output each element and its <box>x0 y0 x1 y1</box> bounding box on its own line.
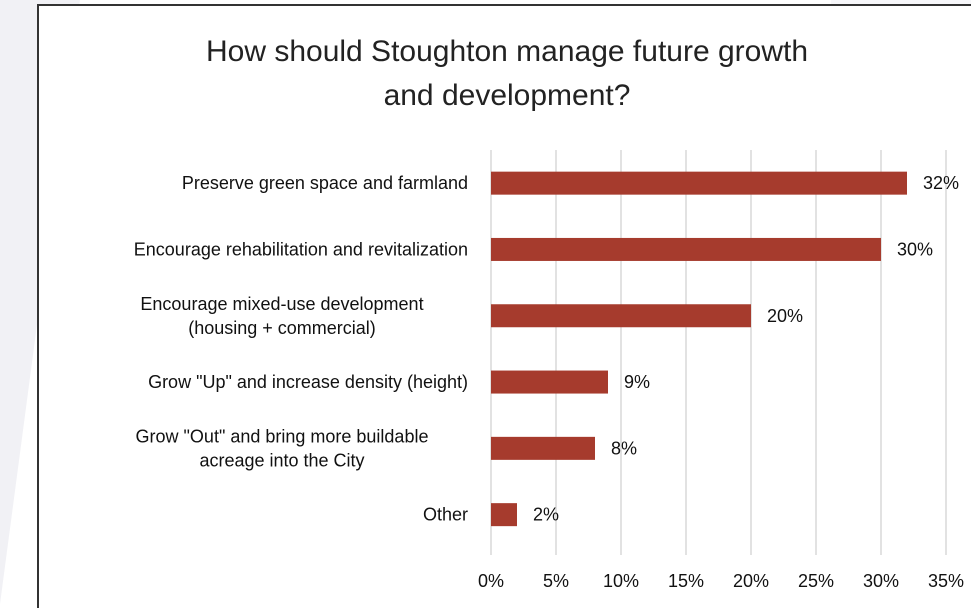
category-label: acreage into the City <box>199 450 364 470</box>
category-label: Encourage rehabilitation and revitalizat… <box>134 239 468 259</box>
category-label: Other <box>423 505 468 525</box>
category-label: (housing + commercial) <box>188 318 376 338</box>
data-label: 32% <box>923 173 959 193</box>
bar <box>491 503 517 527</box>
x-tick-label: 15% <box>668 571 704 591</box>
bar <box>491 436 595 460</box>
x-tick-label: 20% <box>733 571 769 591</box>
x-tick-label: 0% <box>478 571 504 591</box>
x-tick-label: 35% <box>928 571 964 591</box>
chart-title-line-1: How should Stoughton manage future growt… <box>205 35 809 68</box>
x-tick-label: 5% <box>543 571 569 591</box>
category-label: Encourage mixed-use development <box>140 294 423 314</box>
category-label: Preserve green space and farmland <box>182 173 468 193</box>
x-tick-label: 25% <box>798 571 834 591</box>
chart-title: How should Stoughton manage future growt… <box>37 30 971 118</box>
data-label: 2% <box>533 505 559 525</box>
bar <box>491 304 751 328</box>
x-tick-label: 30% <box>863 571 899 591</box>
chart-title-line-2: and development? <box>383 79 631 112</box>
x-tick-label: 10% <box>603 571 639 591</box>
bar <box>491 370 608 394</box>
bar <box>491 171 907 195</box>
bar <box>491 237 881 261</box>
data-label: 20% <box>767 306 803 326</box>
category-label: Grow "Out" and bring more buildable <box>136 426 429 446</box>
category-label: Grow "Up" and increase density (height) <box>148 372 468 392</box>
data-label: 30% <box>897 239 933 259</box>
data-label: 8% <box>611 438 637 458</box>
data-label: 9% <box>624 372 650 392</box>
